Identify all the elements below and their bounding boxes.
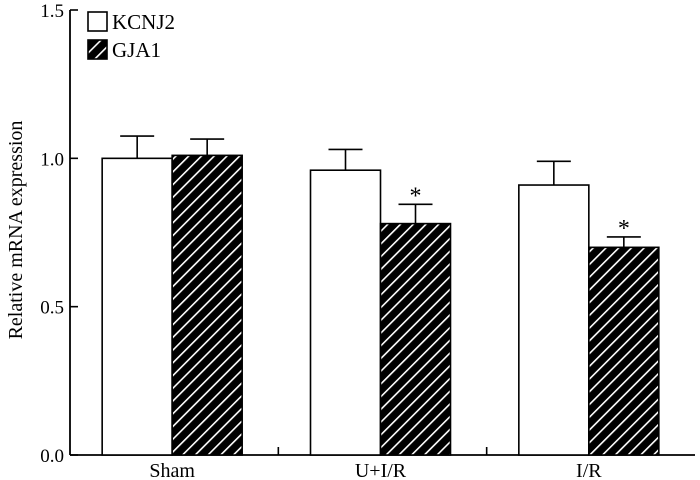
y-axis-label: Relative mRNA expression [5,121,27,340]
x-tick-label: I/R [576,460,602,480]
legend-swatch-kcnj2 [87,11,108,32]
x-tick-label: U+I/R [355,460,407,480]
legend-label-kcnj2: KCNJ2 [112,10,175,34]
bar-gja1-i-r [588,246,660,456]
bar-gja1-u-i-r [379,222,452,456]
bar-kcnj2-sham [101,157,173,456]
bar-kcnj2-i-r [518,184,590,456]
y-tick-label: 0.5 [40,298,64,319]
y-tick-label: 1.5 [40,1,64,22]
legend-swatch-gja1 [87,39,108,60]
bar-kcnj2-u-i-r [309,169,382,456]
y-tick-label: 0.0 [40,446,64,467]
significance-marker: * [618,216,630,242]
y-tick-label: 1.0 [40,149,64,170]
legend: KCNJ2 GJA1 [87,10,175,62]
significance-marker: * [410,183,422,209]
bar-gja1-sham [171,154,243,456]
legend-label-gja1: GJA1 [112,38,161,62]
bars: ** [101,135,660,456]
x-tick-label: Sham [149,460,195,480]
